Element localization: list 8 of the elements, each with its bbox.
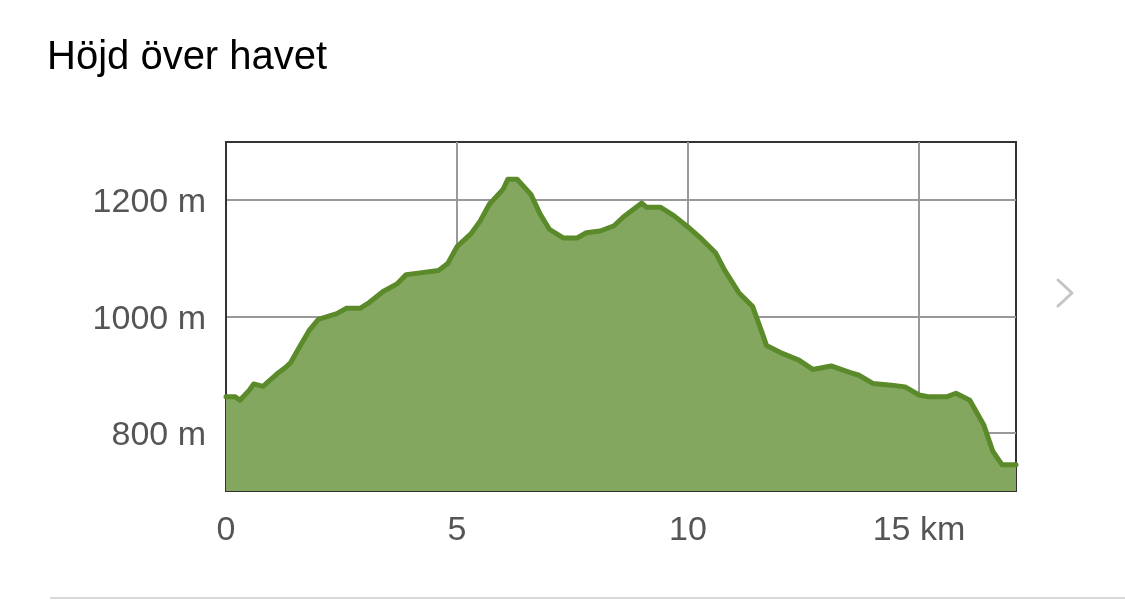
y-tick-label: 1200 m xyxy=(92,181,206,220)
x-tick-label: 10 xyxy=(669,509,707,547)
chart-title: Höjd över havet xyxy=(47,33,328,77)
x-tick-label: 15 km xyxy=(872,509,966,547)
y-tick-label: 800 m xyxy=(111,413,206,452)
y-tick-label: 1000 m xyxy=(92,297,206,336)
x-tick-label: 0 xyxy=(216,509,236,547)
x-tick-label: 5 xyxy=(447,509,467,547)
